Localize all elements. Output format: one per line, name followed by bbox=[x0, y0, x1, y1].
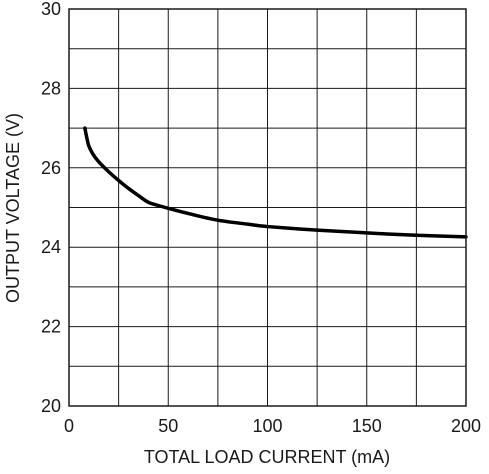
plot-border bbox=[68, 8, 467, 407]
x-axis-label: TOTAL LOAD CURRENT (mA) bbox=[144, 447, 390, 467]
y-tick-label: 20 bbox=[41, 396, 61, 416]
y-tick-label: 26 bbox=[41, 158, 61, 178]
x-tick-label: 100 bbox=[252, 416, 282, 436]
y-tick-label: 28 bbox=[41, 78, 61, 98]
y-tick-label: 24 bbox=[41, 237, 61, 257]
plot-frame bbox=[68, 8, 467, 407]
x-tick-labels: 0 50 100 150 200 bbox=[64, 416, 481, 436]
x-tick-label: 50 bbox=[158, 416, 178, 436]
grid bbox=[69, 9, 466, 406]
y-tick-labels: 20 22 24 26 28 30 bbox=[41, 0, 61, 416]
series-layer bbox=[83, 126, 468, 239]
x-tick-label: 200 bbox=[451, 416, 481, 436]
y-tick-label: 22 bbox=[41, 317, 61, 337]
x-tick-label: 150 bbox=[352, 416, 382, 436]
x-tick-label: 0 bbox=[64, 416, 74, 436]
y-axis-label: OUTPUT VOLTAGE (V) bbox=[3, 113, 23, 303]
y-tick-label: 30 bbox=[41, 0, 61, 19]
series-line bbox=[83, 126, 468, 239]
